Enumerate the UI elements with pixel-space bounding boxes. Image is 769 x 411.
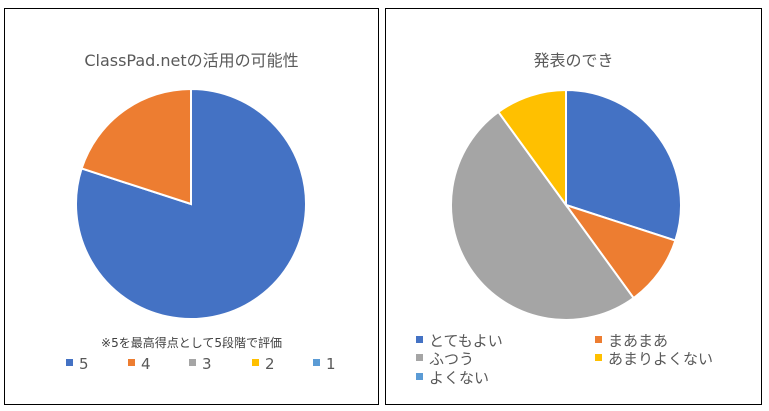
pie-slice-1-2	[450, 110, 635, 321]
legend-label: 5	[79, 355, 89, 373]
pie-slice-0-1	[80, 87, 192, 206]
legend-swatch	[595, 336, 602, 343]
legend-label: 3	[202, 355, 212, 373]
legend-label: ふつう	[429, 350, 475, 368]
legend-swatch	[252, 359, 259, 366]
legend-label: 2	[265, 355, 275, 373]
legend-label: 4	[141, 355, 151, 373]
legend-swatch	[416, 373, 423, 380]
chart-panel-presentation: 発表のでき とてもよい まあまあふつう あまりよくないよくない	[385, 8, 762, 405]
legend-label: とてもよい	[429, 332, 503, 350]
pie-slice-0-0	[75, 87, 307, 320]
legend-swatch	[128, 359, 135, 366]
chart-title: 発表のでき	[533, 51, 614, 70]
legend-item-1-2: ふつう	[416, 348, 474, 369]
pie-slice-1-0	[565, 88, 682, 242]
legend-item-0-3: 2	[252, 355, 275, 373]
pie-slice-1-3	[497, 88, 567, 209]
pie-chart-presentation	[450, 88, 682, 321]
legend-item-0-4: 1	[313, 355, 336, 373]
legend-item-1-1: まあまあ	[595, 330, 668, 351]
legend-swatch	[416, 354, 423, 361]
legend-swatch	[313, 359, 320, 366]
pie-chart-classpad	[75, 87, 307, 320]
chart-note: ※5を最高得点として5段階で評価	[101, 336, 282, 350]
legend-item-0-0: 5	[66, 355, 89, 373]
legend-label: よくない	[429, 369, 490, 387]
legend-item-1-4: よくない	[416, 367, 489, 388]
legend-item-0-2: 3	[189, 355, 212, 373]
chart-panel-classpad: ClassPad.netの活用の可能性 ※5を最高得点として5段階で評価 5 4 3…	[4, 8, 379, 405]
legend-label: まあまあ	[608, 332, 669, 350]
legend-item-0-1: 4	[128, 355, 151, 373]
legend-swatch	[595, 354, 602, 361]
legend-label: あまりよくない	[608, 350, 714, 368]
legend-swatch	[66, 359, 73, 366]
pie-slice-1-1	[563, 203, 677, 300]
legend-swatch	[416, 336, 423, 343]
legend-item-1-3: あまりよくない	[595, 348, 713, 369]
legend-item-1-0: とてもよい	[416, 330, 503, 351]
legend-swatch	[189, 359, 196, 366]
legend-label: 1	[326, 355, 336, 373]
chart-title: ClassPad.netの活用の可能性	[84, 51, 299, 70]
